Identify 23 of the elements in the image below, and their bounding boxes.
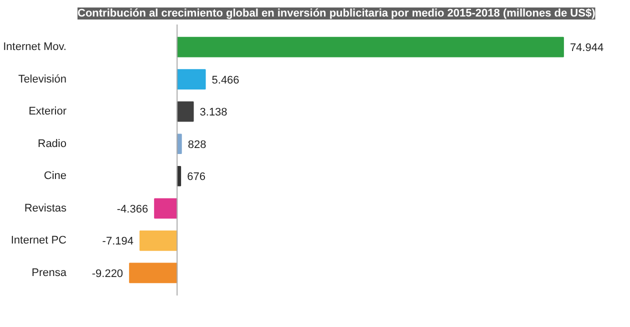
data-label: -9.220 bbox=[92, 268, 124, 280]
data-label: 828 bbox=[188, 138, 206, 151]
y-tick-label: Televisión bbox=[18, 73, 67, 86]
bar bbox=[140, 230, 178, 251]
y-tick-label: Radio bbox=[38, 138, 67, 150]
data-label: 676 bbox=[187, 171, 206, 184]
y-tick-label: Exterior bbox=[28, 106, 67, 118]
y-tick-label: Revistas bbox=[24, 202, 67, 214]
y-tick-label: Cine bbox=[44, 170, 66, 182]
bar bbox=[129, 262, 178, 284]
bar bbox=[154, 198, 178, 219]
data-label: -7.194 bbox=[102, 236, 134, 248]
bar bbox=[176, 36, 564, 58]
data-label: 74.944 bbox=[570, 42, 604, 54]
bar bbox=[176, 101, 194, 122]
chart-title: Contribución al crecimiento global en inversión publicitaria por medio 2015-2018 (millones de US$) bbox=[78, 8, 596, 20]
bar bbox=[176, 69, 206, 90]
y-tick-label: Internet Mov. bbox=[3, 41, 67, 54]
data-label: 5.466 bbox=[212, 74, 240, 86]
y-tick-label: Internet PC bbox=[10, 234, 67, 247]
data-label: 3.138 bbox=[200, 106, 228, 119]
y-tick-label: Prensa bbox=[32, 266, 68, 279]
data-label: -4.366 bbox=[116, 203, 148, 216]
